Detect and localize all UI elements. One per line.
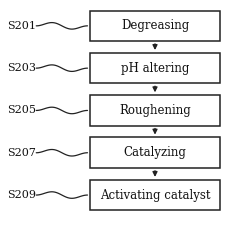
Bar xyxy=(90,11,220,41)
Text: Roughening: Roughening xyxy=(119,104,191,117)
Bar xyxy=(90,53,220,83)
Bar xyxy=(90,180,220,210)
Text: Activating catalyst: Activating catalyst xyxy=(100,188,210,202)
Text: S205: S205 xyxy=(8,106,36,115)
Text: Degreasing: Degreasing xyxy=(121,19,189,32)
Text: Catalyzing: Catalyzing xyxy=(124,146,186,159)
Text: S203: S203 xyxy=(8,63,36,73)
Text: pH altering: pH altering xyxy=(121,62,189,75)
Text: S201: S201 xyxy=(8,21,36,31)
Bar xyxy=(90,137,220,168)
Text: S207: S207 xyxy=(8,148,36,158)
Bar xyxy=(90,95,220,126)
Text: S209: S209 xyxy=(8,190,36,200)
